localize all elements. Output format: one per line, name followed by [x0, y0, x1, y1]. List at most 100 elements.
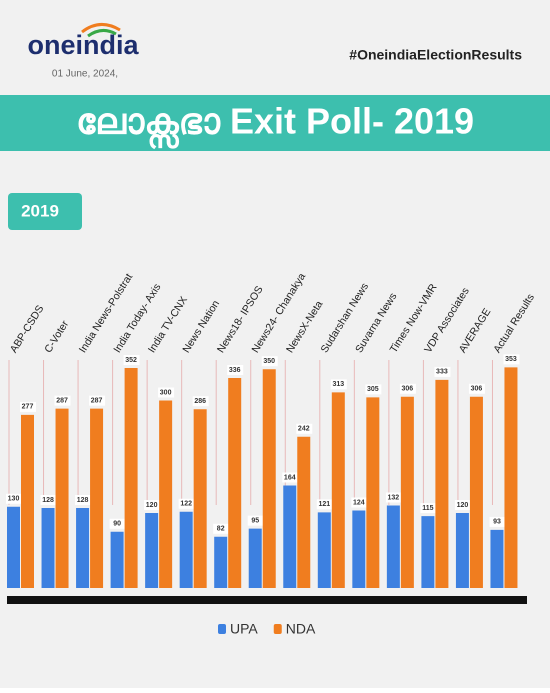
value-label-box — [178, 498, 195, 509]
year-label: 2019 — [21, 201, 59, 220]
value-label-box — [399, 383, 416, 394]
value-label: 93 — [493, 519, 501, 526]
value-label-box — [282, 472, 299, 483]
value-label: 122 — [180, 501, 192, 508]
legend-swatch — [218, 624, 226, 634]
value-label-box — [454, 500, 471, 510]
value-label: 305 — [367, 386, 379, 393]
bar — [490, 529, 504, 588]
value-label: 128 — [42, 497, 54, 504]
logo-arc — [87, 29, 117, 38]
brand: oneindia — [27, 30, 139, 60]
value-label-box — [489, 516, 506, 527]
bar — [110, 531, 124, 588]
value-label-box — [158, 387, 175, 398]
value-label-box — [192, 396, 209, 407]
value-label: 353 — [505, 356, 517, 363]
value-label: 300 — [160, 389, 172, 396]
value-label: 124 — [353, 499, 365, 506]
value-label-box — [109, 518, 126, 529]
bar — [41, 508, 55, 588]
value-label-box — [40, 495, 57, 505]
bar — [366, 397, 380, 588]
value-label-box — [213, 523, 230, 534]
value-label: 164 — [284, 474, 296, 481]
value-label: 313 — [332, 381, 344, 388]
value-label: 286 — [194, 398, 206, 405]
value-label: 287 — [91, 397, 103, 404]
value-label-box — [503, 354, 520, 365]
value-label: 120 — [457, 502, 469, 509]
bar — [7, 506, 20, 588]
value-label-box — [123, 355, 140, 365]
bar — [248, 528, 262, 588]
value-label-box — [385, 492, 402, 503]
value-label-box — [227, 365, 244, 375]
bar — [21, 414, 34, 588]
bar — [455, 513, 469, 588]
logo-arc — [81, 23, 121, 34]
bar — [214, 536, 228, 588]
value-label: 336 — [229, 367, 241, 374]
value-label-box — [261, 356, 278, 367]
value-label: 306 — [471, 386, 483, 393]
value-label-box — [351, 497, 368, 508]
bar — [124, 368, 138, 588]
value-label-box — [6, 493, 22, 504]
bar — [179, 511, 193, 588]
bar — [435, 379, 449, 588]
value-label-box — [144, 500, 161, 510]
value-label-box — [20, 401, 36, 412]
value-label-box — [247, 515, 264, 526]
value-label-box — [420, 503, 437, 514]
value-label-box — [365, 384, 382, 395]
value-label: 82 — [217, 526, 225, 533]
bar — [331, 392, 345, 588]
bar — [469, 396, 483, 588]
value-label: 130 — [8, 496, 20, 503]
value-label-box — [434, 366, 451, 377]
value-label: 277 — [22, 404, 34, 411]
value-label: 350 — [263, 358, 275, 365]
bar — [262, 369, 276, 588]
hashtag: #OneindiaElectionResults — [349, 47, 522, 63]
legend-label: UPA — [230, 621, 258, 637]
value-label: 333 — [436, 369, 448, 376]
bar — [352, 510, 366, 588]
value-label: 306 — [402, 386, 414, 393]
bar — [76, 508, 90, 588]
value-label: 120 — [146, 502, 158, 509]
value-label-box — [75, 495, 92, 505]
value-label: 242 — [298, 426, 310, 433]
bar — [386, 505, 400, 588]
title-banner — [0, 95, 550, 151]
value-label-box — [468, 383, 485, 394]
value-label-box — [89, 395, 106, 406]
date: 01 June, 2024, — [52, 69, 118, 80]
bar — [504, 367, 518, 588]
value-label: 132 — [388, 494, 400, 501]
bar — [283, 485, 297, 588]
value-label: 128 — [77, 497, 89, 504]
baseline-bar — [7, 596, 527, 604]
bar — [228, 378, 242, 588]
bar — [159, 400, 173, 588]
value-label-box — [54, 395, 71, 406]
value-label: 352 — [125, 357, 137, 364]
bar — [317, 512, 331, 588]
value-label: 287 — [56, 397, 68, 404]
value-label: 121 — [318, 501, 330, 508]
value-label-box — [330, 379, 347, 390]
chart-title: ലോക്സഭാ Exit Poll- 2019 — [76, 101, 474, 150]
bar — [145, 513, 159, 588]
bar — [193, 409, 207, 588]
bar — [400, 396, 414, 588]
bar — [90, 408, 104, 588]
value-label: 115 — [422, 505, 433, 512]
value-label: 95 — [251, 517, 259, 524]
value-label-box — [296, 423, 313, 434]
value-label: 90 — [113, 521, 121, 528]
value-label-box — [316, 499, 333, 510]
bar — [421, 516, 435, 588]
